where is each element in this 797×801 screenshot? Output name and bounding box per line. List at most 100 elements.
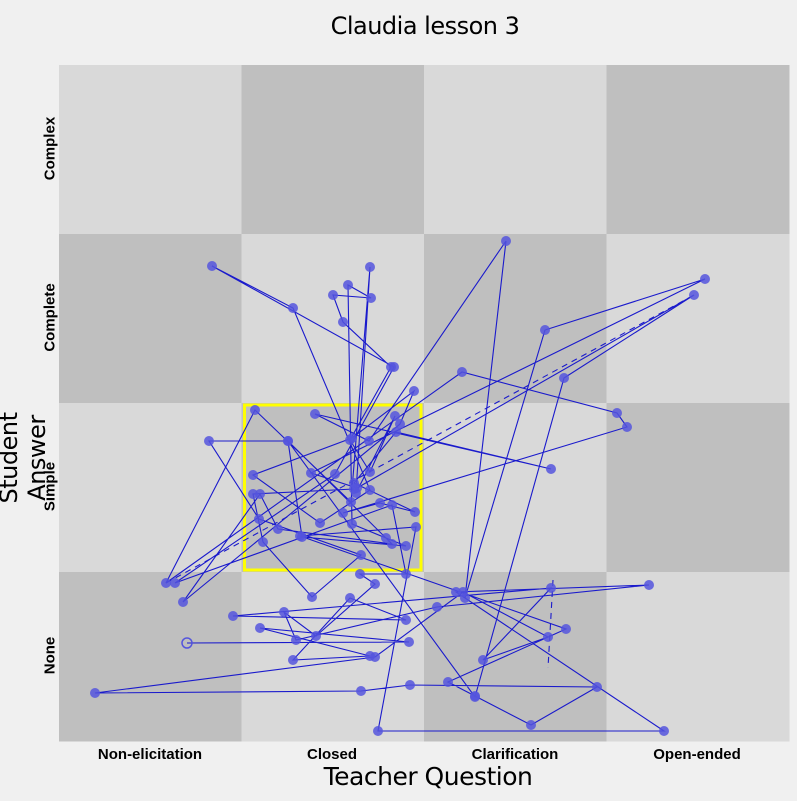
data-point bbox=[356, 550, 366, 560]
data-point bbox=[390, 411, 400, 421]
data-point bbox=[526, 720, 536, 730]
data-point bbox=[255, 623, 265, 633]
data-point bbox=[457, 367, 467, 377]
data-point bbox=[90, 688, 100, 698]
data-point bbox=[255, 489, 265, 499]
grid-cell bbox=[59, 234, 242, 404]
data-point bbox=[170, 578, 180, 588]
data-point bbox=[328, 290, 338, 300]
data-point bbox=[470, 692, 480, 702]
start-point-marker bbox=[181, 637, 193, 649]
dashed-segment bbox=[165, 294, 695, 584]
data-point bbox=[347, 519, 357, 529]
data-point bbox=[622, 422, 632, 432]
data-point bbox=[258, 537, 268, 547]
data-point bbox=[365, 467, 375, 477]
data-point bbox=[364, 436, 374, 446]
data-point bbox=[410, 507, 420, 517]
trajectory-line bbox=[94, 240, 706, 732]
data-point bbox=[297, 532, 307, 542]
data-point bbox=[365, 262, 375, 272]
data-point bbox=[250, 405, 260, 415]
data-point bbox=[370, 579, 380, 589]
data-point bbox=[307, 592, 317, 602]
data-point bbox=[178, 597, 188, 607]
data-point bbox=[349, 484, 359, 494]
data-point bbox=[432, 602, 442, 612]
grid-cell bbox=[606, 572, 790, 742]
data-point bbox=[346, 497, 356, 507]
data-point bbox=[391, 427, 401, 437]
data-point bbox=[373, 726, 383, 736]
data-point bbox=[460, 593, 470, 603]
chart-title: Claudia lesson 3 bbox=[330, 12, 520, 40]
grid-cell bbox=[241, 234, 425, 404]
x-tick-closed: Closed bbox=[306, 746, 357, 763]
data-point bbox=[315, 518, 325, 528]
data-point bbox=[386, 362, 396, 372]
grid-cell bbox=[424, 65, 607, 235]
data-point bbox=[273, 524, 283, 534]
data-point bbox=[689, 290, 699, 300]
data-point bbox=[451, 587, 461, 597]
grid-cell bbox=[606, 65, 790, 235]
x-tick-clarification: Clarification bbox=[471, 746, 559, 763]
data-point bbox=[161, 578, 171, 588]
data-point bbox=[409, 386, 419, 396]
data-point bbox=[540, 325, 550, 335]
y-tick-complete: Complete bbox=[41, 283, 59, 352]
data-point bbox=[561, 624, 571, 634]
data-point bbox=[543, 632, 553, 642]
data-point bbox=[283, 436, 293, 446]
data-point bbox=[310, 409, 320, 419]
data-point bbox=[343, 280, 353, 290]
data-point bbox=[612, 408, 622, 418]
data-point bbox=[443, 677, 453, 687]
data-point bbox=[405, 680, 415, 690]
y-tick-none: None bbox=[41, 636, 59, 675]
data-point bbox=[700, 274, 710, 284]
data-point bbox=[306, 468, 316, 478]
data-point bbox=[659, 726, 669, 736]
data-point bbox=[370, 652, 380, 662]
data-point bbox=[546, 464, 556, 474]
grid-cell bbox=[606, 234, 790, 404]
data-point bbox=[365, 485, 375, 495]
data-point bbox=[338, 508, 348, 518]
data-point bbox=[345, 435, 355, 445]
data-point bbox=[291, 635, 301, 645]
data-point bbox=[395, 419, 405, 429]
grid-cell bbox=[606, 403, 790, 573]
data-point bbox=[355, 569, 365, 579]
data-point bbox=[356, 686, 366, 696]
data-point bbox=[228, 611, 238, 621]
x-axis-label: Teacher Question bbox=[323, 762, 533, 791]
data-point bbox=[366, 293, 376, 303]
data-point bbox=[401, 569, 411, 579]
grid-cell bbox=[241, 572, 425, 742]
data-point bbox=[288, 303, 298, 313]
data-point bbox=[592, 682, 602, 692]
x-tick-non-elicitation: Non-elicitation bbox=[97, 746, 203, 763]
data-point bbox=[279, 607, 289, 617]
data-point bbox=[248, 489, 258, 499]
data-point bbox=[254, 514, 264, 524]
data-point bbox=[330, 469, 340, 479]
data-point bbox=[644, 580, 654, 590]
dashed-segment bbox=[547, 579, 554, 669]
data-point bbox=[478, 655, 488, 665]
grid-cell bbox=[424, 234, 607, 404]
grid-cell bbox=[59, 572, 242, 742]
x-tick-open-ended: Open-ended bbox=[653, 746, 741, 763]
data-point bbox=[401, 541, 411, 551]
data-point bbox=[288, 655, 298, 665]
data-point bbox=[404, 637, 414, 647]
grid-cell bbox=[59, 403, 242, 573]
grid-cell bbox=[59, 65, 242, 235]
grid-cell bbox=[241, 65, 425, 235]
data-point bbox=[546, 583, 556, 593]
data-point bbox=[401, 615, 411, 625]
data-point bbox=[207, 261, 217, 271]
y-tick-simple: Simple bbox=[41, 461, 59, 512]
